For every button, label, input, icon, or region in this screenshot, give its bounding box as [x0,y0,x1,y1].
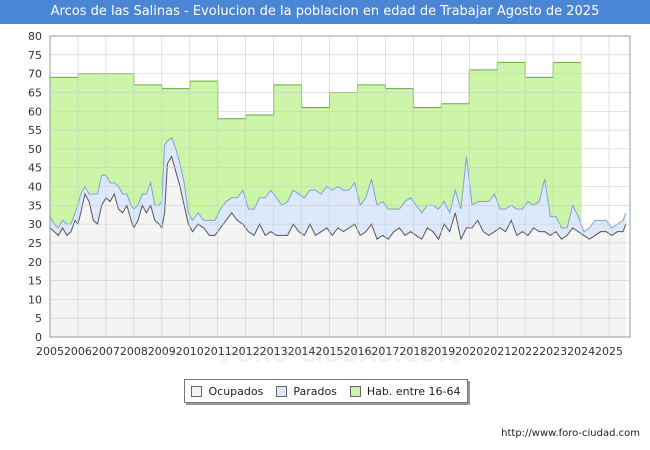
x-tick-label: 2010 [176,345,204,358]
ocupados-area [50,156,626,337]
x-tick-label: 2012 [232,345,260,358]
y-tick-label: 80 [28,30,42,43]
x-tick-label: 2007 [92,345,120,358]
y-tick-label: 45 [28,162,42,175]
legend-swatch-habitantes [349,385,361,397]
x-tick-label: 2023 [539,345,567,358]
x-tick-label: 2020 [455,345,483,358]
x-tick-label: 2021 [483,345,511,358]
y-tick-label: 0 [35,331,42,344]
watermark: FORO-CIUDAD.COM [220,343,460,368]
legend-label-ocupados: Ocupados [208,384,264,398]
y-tick-label: 75 [28,49,42,62]
x-tick-label: 2005 [36,345,64,358]
x-tick-label: 2025 [595,345,623,358]
x-tick-label: 2008 [120,345,148,358]
plot-border [49,35,631,338]
y-tick-label: 55 [28,124,42,137]
source-link[interactable]: http://www.foro-ciudad.com [501,428,640,439]
x-tick-label: 2017 [371,345,399,358]
legend-label-habitantes: Hab. entre 16-64 [366,384,461,398]
y-tick-label: 60 [28,105,42,118]
x-tick-label: 2015 [316,345,344,358]
y-tick-label: 5 [35,312,42,325]
legend-item-habitantes: Hab. entre 16-64 [349,384,461,398]
legend-item-ocupados: Ocupados [191,385,263,398]
x-tick-label: 2022 [511,345,539,358]
legend-label-parados: Parados [293,384,337,398]
y-tick-label: 40 [28,181,42,194]
y-tick-label: 50 [28,143,42,156]
chart-title: Arcos de las Salinas - Evolucion de la p… [0,0,650,24]
x-tick-label: 2014 [288,345,316,358]
x-tick-label: 2013 [260,345,288,358]
x-tick-label: 2016 [343,345,371,358]
y-tick-label: 30 [28,218,42,231]
x-tick-label: 2011 [204,345,232,358]
legend: Ocupados Parados Hab. entre 16-64 [184,379,468,403]
x-tick-label: 2019 [427,345,455,358]
x-tick-label: 2018 [399,345,427,358]
x-tick-label: 2024 [567,345,595,358]
y-tick-label: 20 [28,256,42,269]
y-tick-label: 70 [28,68,42,81]
legend-swatch-ocupados [191,385,203,397]
y-tick-label: 35 [28,199,42,212]
y-tick-label: 25 [28,237,42,250]
x-tick-label: 2009 [148,345,176,358]
legend-item-parados: Parados [276,385,337,398]
y-tick-label: 10 [28,293,42,306]
y-tick-label: 15 [28,275,42,288]
legend-swatch-parados [276,385,288,397]
x-tick-label: 2006 [64,345,92,358]
y-tick-label: 65 [28,86,42,99]
parados-line [49,136,627,233]
